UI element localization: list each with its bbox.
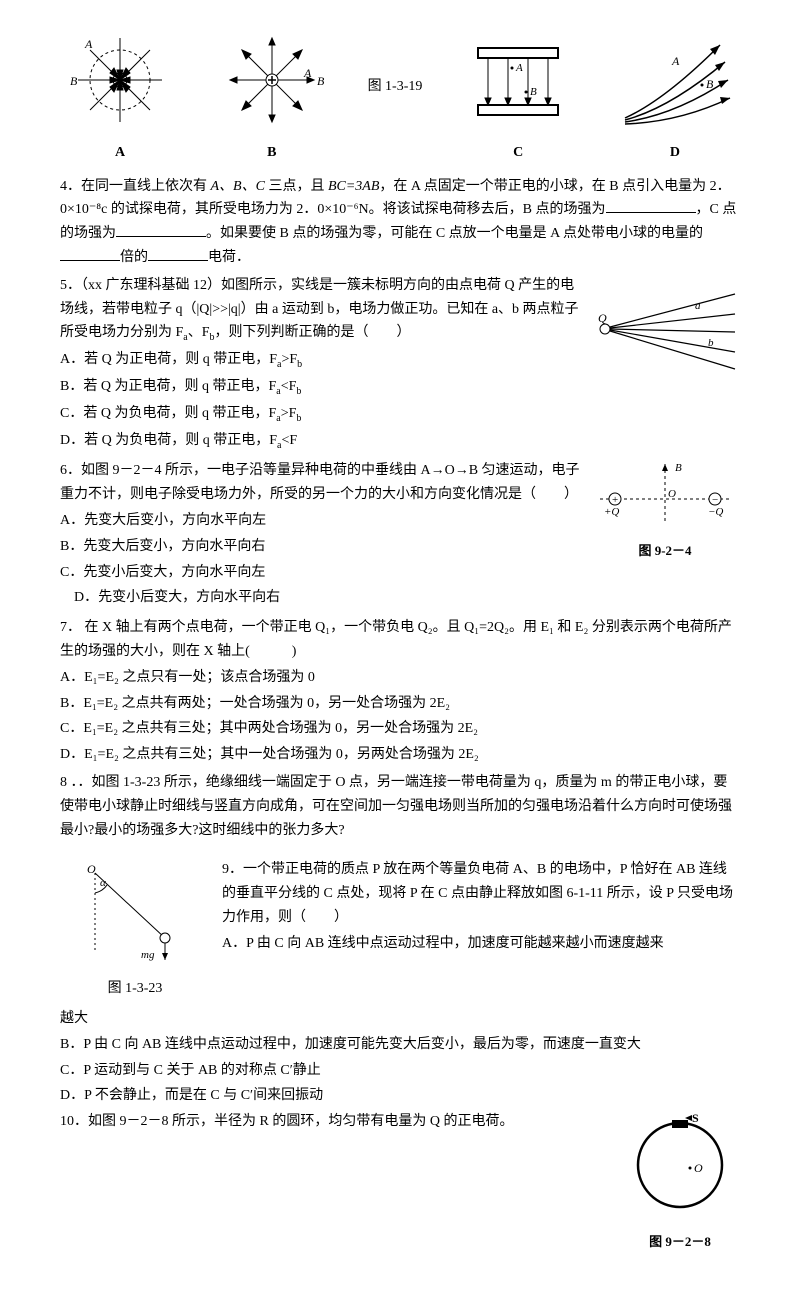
svg-text:B: B bbox=[70, 74, 78, 88]
q10-num: 10． bbox=[60, 1114, 88, 1129]
q6-fig-label: 图 9-2－4 bbox=[590, 540, 740, 562]
q5a2: >F bbox=[281, 352, 297, 367]
svg-text:B: B bbox=[706, 77, 714, 91]
q4-abc: A、B、C bbox=[211, 179, 265, 194]
q9-opt-d: D．P 不会静止，而是在 C 与 C′间来回振动 bbox=[60, 1084, 740, 1108]
figure-a-svg: A B bbox=[60, 30, 180, 130]
q5a1: A．若 Q 为正电荷，则 q 带正电，F bbox=[60, 352, 277, 367]
svg-text:b: b bbox=[708, 337, 714, 349]
q9-opt-a-p2: 越大 bbox=[60, 1007, 740, 1031]
figure-d-svg: A B bbox=[610, 30, 740, 130]
figure-d-label: D bbox=[610, 141, 740, 165]
q4-t1: 在同一直线上依次有 bbox=[81, 179, 211, 194]
svg-text:+: + bbox=[612, 494, 618, 506]
top-figure-row: A B A A B B 图 1-3-19 bbox=[60, 30, 740, 165]
svg-text:Q: Q bbox=[598, 311, 607, 325]
q4-t7: 电荷． bbox=[208, 250, 250, 265]
q9-num: 9． bbox=[222, 862, 243, 877]
q4-num: 4． bbox=[60, 179, 81, 194]
figure-c-svg: A B bbox=[458, 30, 578, 130]
q4-t5: 。如果要使 B 点的场强为零，可能在 C 点放一个电量是 A 点处带电小球的电量… bbox=[206, 226, 703, 241]
question-8: 8 ．．如图 1-3-23 所示，绝缘细线一端固定于 O 点，另一端连接一带电荷… bbox=[60, 771, 740, 842]
q7-opt-d: D．E₁=E₂ 之点共有三处；其中一处合场强为 0，另两处合场强为 2E₂ bbox=[60, 743, 740, 767]
question-4: 4．在同一直线上依次有 A、B、C 三点，且 BC=3AB，在 A 点固定一个带… bbox=[60, 175, 740, 270]
q6-opt-d: D．先变小后变大，方向水平向右 bbox=[60, 586, 740, 610]
top-figure-caption: 图 1-3-19 bbox=[368, 75, 423, 99]
figure-a-label: A bbox=[60, 141, 180, 165]
figure-c-label: C bbox=[458, 141, 578, 165]
svg-text:A: A bbox=[303, 66, 312, 80]
q8-figure: O α mg 图 1-3-23 bbox=[60, 858, 210, 1001]
svg-text:B: B bbox=[317, 74, 325, 88]
svg-text:+Q: +Q bbox=[604, 506, 619, 518]
svg-text:O: O bbox=[694, 1161, 703, 1175]
svg-text:−Q: −Q bbox=[708, 506, 723, 518]
q5b1: B．若 Q 为正电荷，则 q 带正电，F bbox=[60, 379, 276, 394]
q6-num: 6． bbox=[60, 463, 81, 478]
svg-text:A: A bbox=[515, 62, 523, 74]
figure-b-label: B bbox=[212, 141, 332, 165]
q5c1: C．若 Q 为负电荷，则 q 带正电，F bbox=[60, 406, 276, 421]
question-6: + − +Q −Q O B 图 9-2－4 6．如图 9－2－4 所示，一电子沿… bbox=[60, 459, 740, 612]
q7-opt-a: A．E₁=E₂ 之点只有一处；该点合场强为 0 bbox=[60, 666, 740, 690]
q10-text: 如图 9－2－8 所示，半径为 R 的圆环，均匀带有电量为 Q 的正电荷。 bbox=[88, 1114, 513, 1129]
svg-text:S: S bbox=[692, 1111, 699, 1125]
q7-opt-b: B．E₁=E₂ 之点共有两处；一处合场强为 0，另一处合场强为 2E₂ bbox=[60, 692, 740, 716]
figure-a: A B A bbox=[60, 30, 180, 165]
svg-text:−: − bbox=[712, 494, 718, 506]
question-10: S O 图 9－2－8 10．如图 9－2－8 所示，半径为 R 的圆环，均匀带… bbox=[60, 1110, 740, 1257]
q7-opt-c: C．E₁=E₂ 之点共有三处；其中两处合场强为 0，另一处合场强为 2E₂ bbox=[60, 717, 740, 741]
q8-q9-block: O α mg 图 1-3-23 9．一个带正电荷的质点 P 放在两个等量负电荷 … bbox=[60, 858, 740, 1108]
q5-t3: ，则下列判断正确的是（ ） bbox=[215, 325, 411, 340]
svg-text:a: a bbox=[695, 300, 701, 312]
q8-text: ．如图 1-3-23 所示，绝缘细线一端固定于 O 点，另一端连接一带电荷量为 … bbox=[60, 775, 732, 838]
svg-text:O: O bbox=[668, 488, 676, 500]
figure-d: A B D bbox=[610, 30, 740, 165]
q4-blank2 bbox=[116, 222, 206, 237]
svg-text:B: B bbox=[675, 462, 682, 474]
svg-text:A: A bbox=[671, 54, 680, 68]
q10-fig-label: 图 9－2－8 bbox=[620, 1231, 740, 1253]
q4-bceq: BC=3AB bbox=[328, 179, 379, 194]
q5-num: 5． bbox=[60, 278, 81, 293]
svg-text:A: A bbox=[84, 37, 93, 51]
q4-blank3 bbox=[60, 246, 120, 261]
q6-figure: + − +Q −Q O B 图 9-2－4 bbox=[590, 459, 740, 562]
q8-num: 8 ． bbox=[60, 775, 78, 790]
figure-b: A B B bbox=[212, 30, 332, 165]
q5-opt-d: D．若 Q 为负电荷，则 q 带正电，Fa<F bbox=[60, 429, 740, 454]
q9-text: 一个带正电荷的质点 P 放在两个等量负电荷 A、B 的电场中，P 恰好在 AB … bbox=[222, 862, 733, 925]
q4-t6: 倍的 bbox=[120, 250, 148, 265]
svg-text:α: α bbox=[100, 877, 106, 889]
figure-b-svg: A B bbox=[212, 30, 332, 130]
q5-figure: Q a b bbox=[590, 274, 740, 383]
q4-blank1 bbox=[606, 198, 696, 213]
q4-blank4 bbox=[148, 246, 208, 261]
q5-t2: 、F bbox=[188, 325, 210, 340]
q5-opt-c: C．若 Q 为负电荷，则 q 带正电，Fa>Fb bbox=[60, 402, 740, 427]
svg-text:B: B bbox=[530, 86, 537, 98]
q5d2: <F bbox=[281, 433, 297, 448]
q6-text: 如图 9－2－4 所示，一电子沿等量异种电荷的中垂线由 A→O→B 匀速运动，电… bbox=[60, 463, 580, 502]
q5d1: D．若 Q 为负电荷，则 q 带正电，F bbox=[60, 433, 277, 448]
q9-opt-b: B．P 由 C 向 AB 连线中点运动过程中，加速度可能先变大后变小，最后为零，… bbox=[60, 1033, 740, 1057]
question-7: 7． 在 X 轴上有两个点电荷，一个带正电 Q₁，一个带负电 Q₂。且 Q₁=2… bbox=[60, 616, 740, 767]
q7-num: 7． bbox=[60, 620, 81, 635]
q8-fig-label: 图 1-3-23 bbox=[64, 977, 206, 1001]
q5c2: >F bbox=[281, 406, 297, 421]
question-5: Q a b 5．（xx 广东理科基础 12）如图所示，实线是一簇未标明方向的由点… bbox=[60, 274, 740, 456]
q5b2: <F bbox=[281, 379, 297, 394]
q9-opt-c: C．P 运动到与 C 关于 AB 的对称点 C′静止 bbox=[60, 1059, 740, 1083]
figure-c: A B C bbox=[458, 30, 578, 165]
q8-mg-label: mg bbox=[141, 949, 155, 961]
q4-t2: 三点，且 bbox=[265, 179, 328, 194]
q6-opt-c: C．先变小后变大，方向水平向左 bbox=[60, 561, 740, 585]
q7-text: 在 X 轴上有两个点电荷，一个带正电 Q₁，一个带负电 Q₂。且 Q₁=2Q₂。… bbox=[60, 620, 732, 659]
